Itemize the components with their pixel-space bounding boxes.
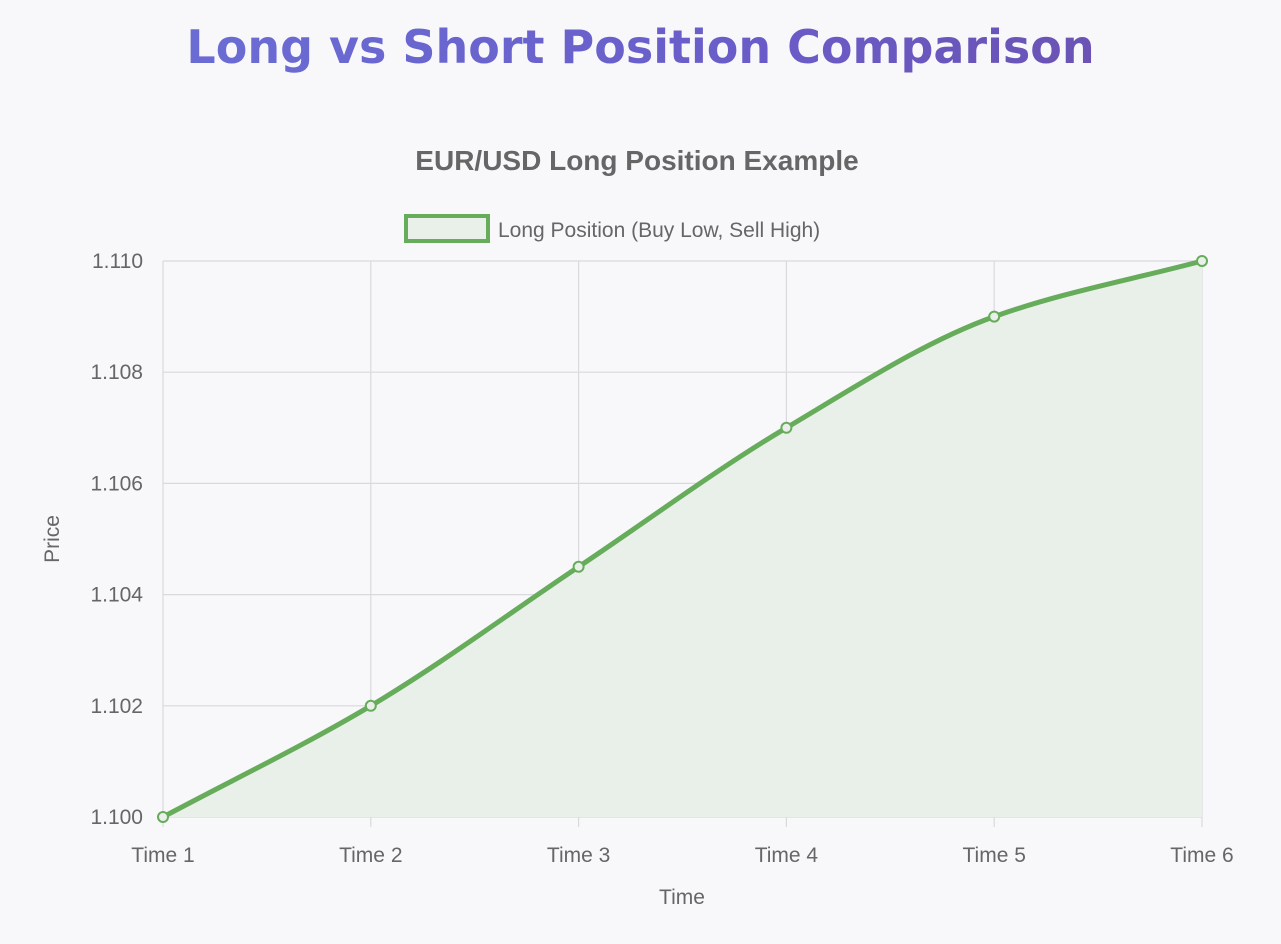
- y-tick-label: 1.106: [90, 472, 143, 495]
- data-point[interactable]: [1196, 255, 1208, 267]
- x-tick-label: Time 5: [962, 844, 1025, 867]
- series-points: [157, 255, 1208, 823]
- data-point[interactable]: [988, 310, 1001, 323]
- data-point[interactable]: [157, 811, 169, 823]
- x-axis-ticks: Time 1 Time 2 Time 3 Time 4 Time 5 Time 6: [131, 844, 1233, 867]
- series-area: [163, 261, 1202, 817]
- data-point[interactable]: [780, 421, 793, 434]
- x-tick-label: Time 6: [1170, 844, 1233, 867]
- y-tick-label: 1.108: [90, 361, 143, 384]
- chart-title: EUR/USD Long Position Example: [415, 145, 858, 176]
- x-tick-label: Time 3: [547, 844, 610, 867]
- x-tick-label: Time 4: [755, 844, 819, 867]
- legend[interactable]: Long Position (Buy Low, Sell High): [404, 214, 820, 243]
- x-axis-title: Time: [659, 886, 705, 909]
- legend-label: Long Position (Buy Low, Sell High): [498, 219, 820, 242]
- x-tick-label: Time 2: [339, 844, 402, 867]
- y-tick-label: 1.100: [90, 806, 143, 829]
- legend-swatch: [404, 214, 490, 243]
- y-tick-label: 1.104: [90, 584, 143, 607]
- data-point[interactable]: [364, 699, 377, 712]
- series-line: [161, 258, 1203, 820]
- y-tick-label: 1.102: [90, 695, 143, 718]
- y-axis-title: Price: [41, 515, 64, 563]
- page-title: Long vs Short Position Comparison: [0, 20, 1281, 74]
- x-tick-label: Time 1: [131, 844, 194, 867]
- y-tick-label: 1.110: [92, 250, 143, 273]
- y-axis-ticks: 1.100 1.102 1.104 1.106 1.108 1.110: [90, 250, 143, 829]
- data-point[interactable]: [572, 560, 585, 573]
